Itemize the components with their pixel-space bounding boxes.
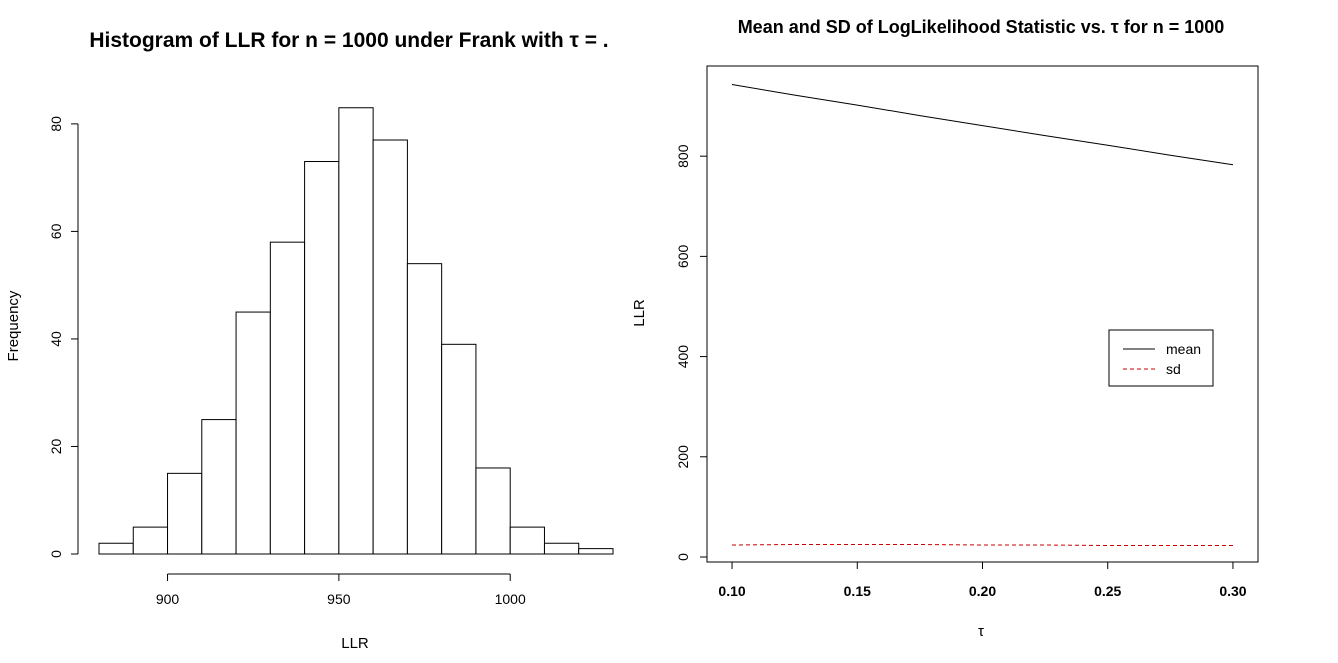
- histogram-bar: [235, 311, 271, 555]
- histogram-bar: [406, 263, 443, 555]
- line-chart-x-axis-label: τ: [978, 623, 984, 640]
- histogram-y-tick-label: 80: [48, 116, 64, 132]
- histogram-bar: [475, 467, 511, 555]
- histogram-bar: [543, 542, 580, 555]
- histogram-bar: [98, 542, 134, 555]
- line-chart-y-tick-label: 600: [675, 244, 691, 268]
- line-chart-panel: Mean and SD of LogLikelihood Statistic v…: [631, 17, 1259, 640]
- histogram-y-tick-label: 0: [48, 550, 64, 558]
- histogram-bar: [304, 161, 340, 555]
- series-line-mean: [731, 84, 1234, 166]
- histogram-bar: [167, 472, 203, 555]
- line-chart-x-tick-label: 0.20: [969, 583, 996, 599]
- histogram-bar: [132, 526, 169, 555]
- line-chart-plot-frame: [706, 65, 1259, 563]
- legend-sd-label: sd: [1166, 361, 1181, 377]
- histogram-panel: Histogram of LLR for n = 1000 under Fran…: [5, 29, 614, 652]
- histogram-y-tick-label: 20: [48, 438, 64, 454]
- legend-box: [1108, 329, 1214, 387]
- line-chart-y-axis-label: LLR: [631, 299, 648, 327]
- histogram-x-tick-label: 950: [327, 591, 351, 607]
- line-chart-x-tick-label: 0.15: [844, 583, 871, 599]
- histogram-x-axis-label: LLR: [341, 635, 369, 652]
- line-chart-legend: mean sd: [1108, 329, 1214, 387]
- histogram-bar: [338, 107, 374, 555]
- histogram-bar: [372, 139, 408, 555]
- histogram-bar: [578, 548, 614, 555]
- line-chart-y-tick-label: 0: [675, 553, 691, 561]
- line-chart-y-tick-label: 200: [675, 445, 691, 469]
- histogram-bar: [509, 526, 545, 555]
- histogram-bar: [201, 419, 237, 555]
- series-line-sd: [731, 544, 1233, 546]
- histogram-y-tick-label: 60: [48, 223, 64, 239]
- histogram-y-tick-label: 40: [48, 331, 64, 347]
- line-chart-y-tick-label: 400: [675, 345, 691, 369]
- legend-mean-label: mean: [1166, 341, 1201, 357]
- line-chart-x-tick-label: 0.25: [1094, 583, 1121, 599]
- line-chart-title: Mean and SD of LogLikelihood Statistic v…: [738, 17, 1225, 37]
- histogram-y-axis-label: Frequency: [5, 290, 22, 361]
- histogram-x-tick-label: 900: [156, 591, 180, 607]
- histogram-bar: [441, 343, 477, 555]
- line-chart-y-tick-label: 800: [675, 144, 691, 168]
- histogram-title: Histogram of LLR for n = 1000 under Fran…: [89, 29, 608, 52]
- histogram-x-tick-label: 1000: [495, 591, 526, 607]
- line-chart-x-tick-label: 0.30: [1219, 583, 1246, 599]
- histogram-bar: [269, 241, 306, 555]
- line-chart-x-tick-label: 0.10: [718, 583, 745, 599]
